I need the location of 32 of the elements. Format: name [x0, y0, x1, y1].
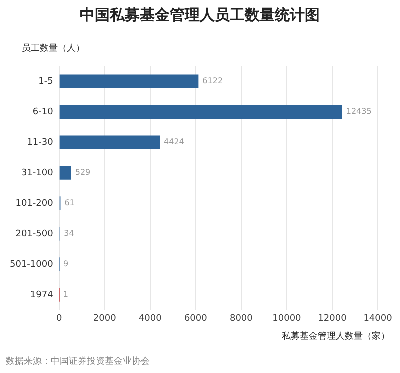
source-note: 数据来源：中国证券投资基金业协会	[6, 356, 150, 368]
data-label: 529	[75, 168, 91, 178]
y-tick-label: 11-30	[27, 138, 54, 148]
y-tick-label: 101-200	[16, 198, 54, 209]
data-label: 61	[64, 198, 75, 208]
bar	[60, 74, 199, 88]
y-tick-label: 31-100	[21, 168, 54, 178]
x-tick-label: 4000	[138, 314, 162, 324]
bar	[60, 136, 160, 150]
x-tick-label: 6000	[184, 314, 208, 324]
bar	[60, 105, 342, 119]
data-label: 6122	[202, 76, 224, 86]
x-tick-label: 2000	[93, 314, 117, 324]
y-tick-label: 501-1000	[10, 260, 54, 270]
x-tick-label: 12000	[318, 314, 348, 324]
bar	[60, 166, 72, 180]
x-tick-label: 0	[56, 314, 62, 324]
x-axis-title: 私募基金管理人数量（家）	[282, 330, 390, 343]
data-label: 34	[64, 229, 74, 238]
x-tick-label: 10000	[272, 314, 302, 324]
y-tick-label: 1974	[30, 290, 54, 300]
data-label: 9	[64, 260, 69, 269]
x-tick-label: 14000	[364, 314, 393, 324]
data-label: 4424	[164, 138, 184, 147]
y-axis-title: 员工数量（人）	[22, 42, 85, 55]
chart-title: 中国私募基金管理人员工数量统计图	[79, 6, 321, 25]
y-tick-label: 1-5	[38, 76, 54, 87]
y-tick-label: 6-10	[32, 107, 54, 118]
data-label: 12435	[346, 107, 372, 116]
data-label: 1	[63, 290, 68, 300]
x-tick-label: 8000	[230, 314, 254, 324]
y-tick-label: 201-500	[16, 229, 54, 240]
